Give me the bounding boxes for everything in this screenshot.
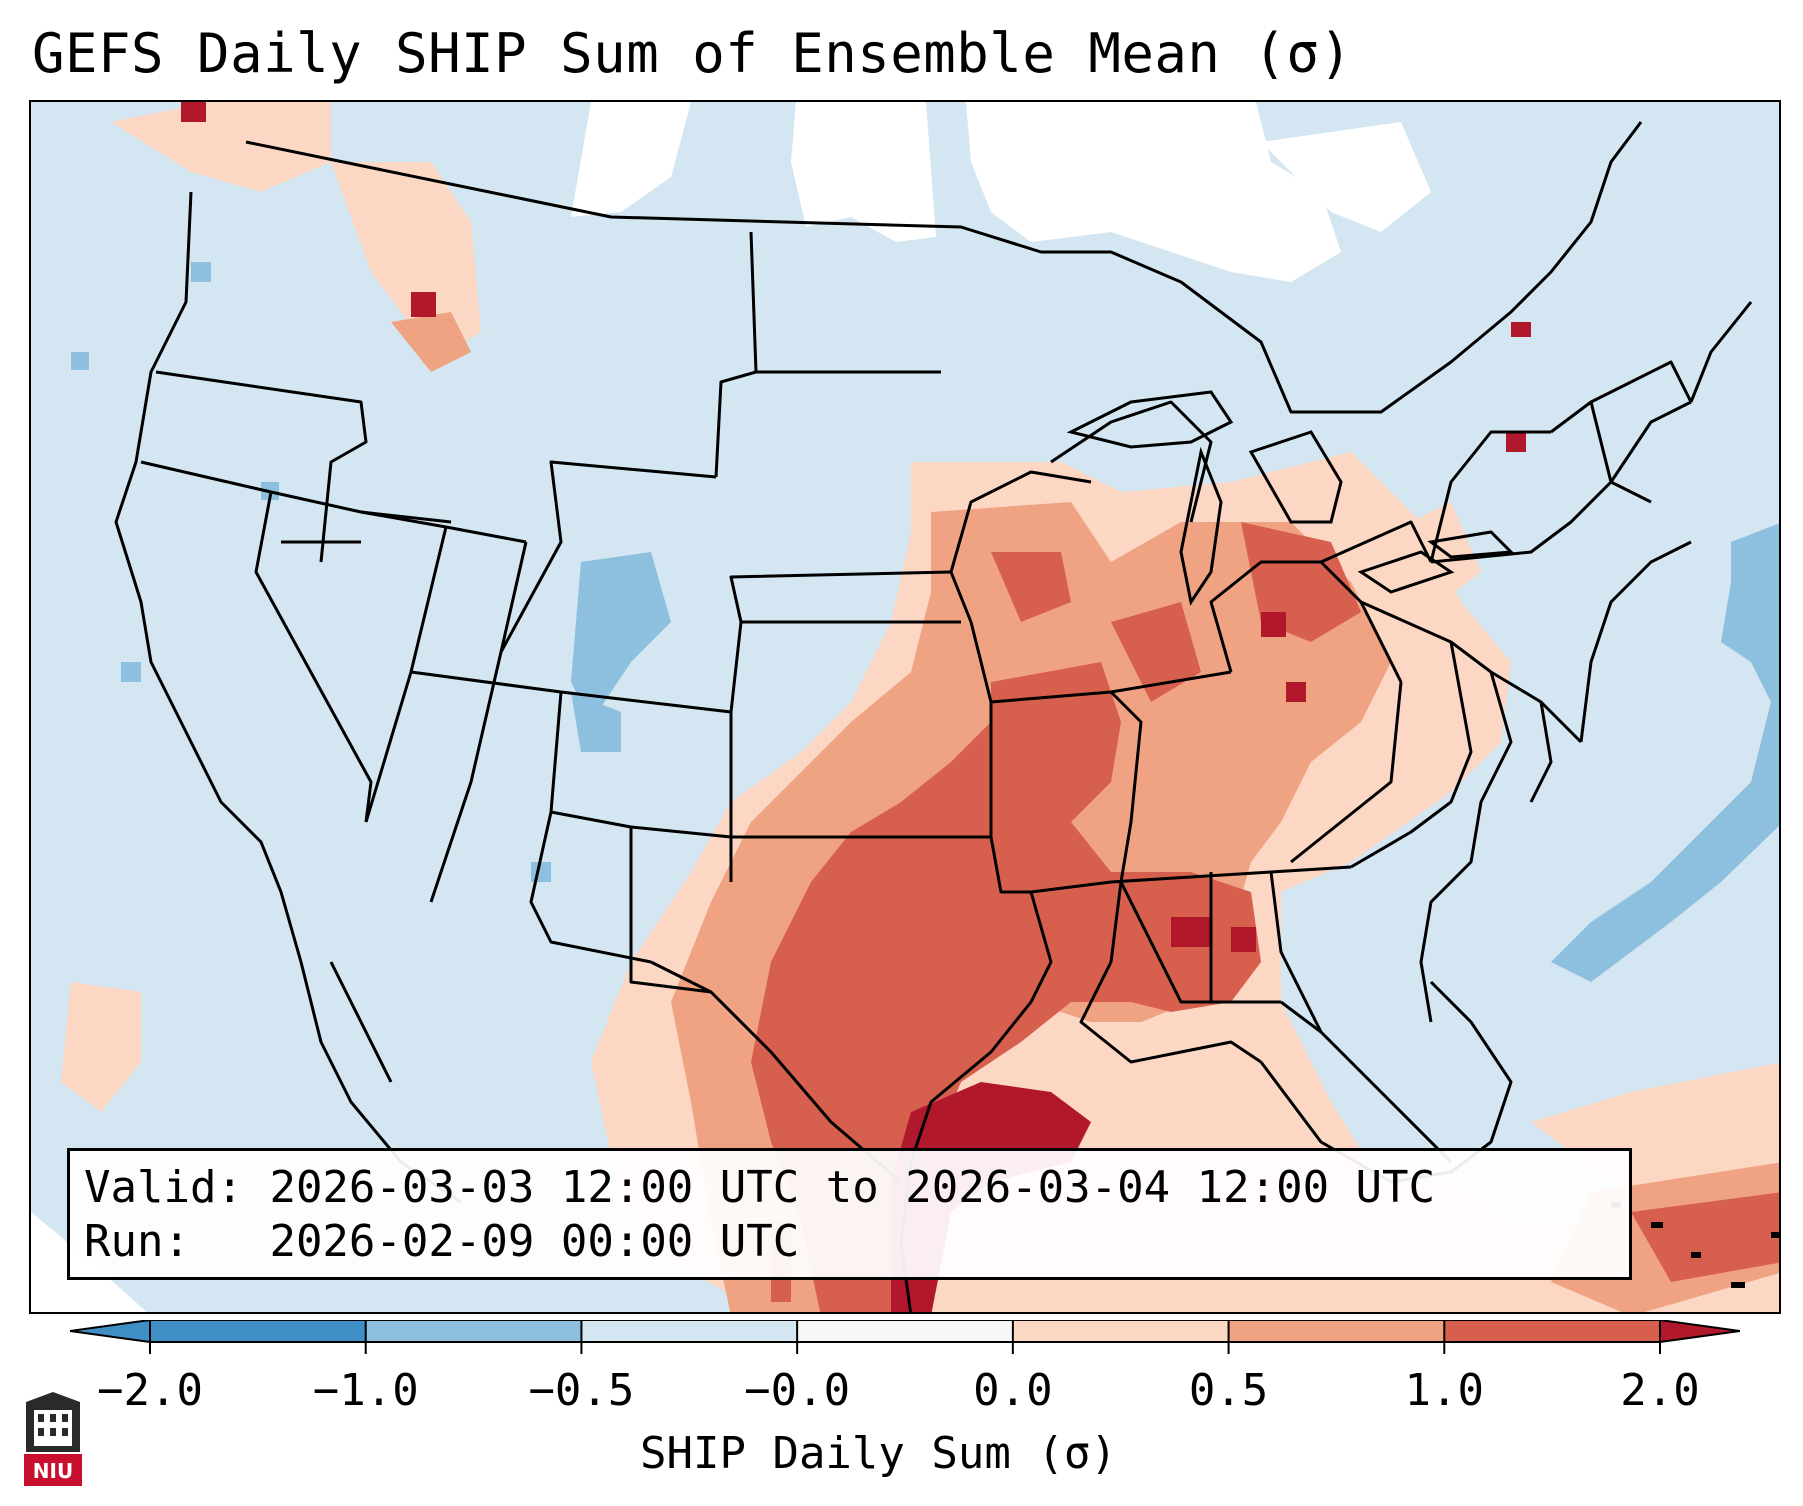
colorbar	[70, 1320, 1740, 1354]
colorbar-extend-high	[1659, 1320, 1740, 1344]
colorbar-segment	[365, 1320, 582, 1342]
colorbar-tick-label: 2.0	[1620, 1365, 1700, 1416]
colorbar-segment	[150, 1320, 367, 1342]
colorbar-tick-label: −0.5	[528, 1365, 635, 1416]
map-panel	[29, 100, 1781, 1314]
boundary-lines	[114, 121, 1753, 1312]
colorbar-segment	[1444, 1320, 1661, 1342]
run-value: 2026-02-09 00:00 UTC	[269, 1216, 800, 1267]
colorbar-tick-label: −1.0	[312, 1365, 419, 1416]
colorbar-segment	[1228, 1320, 1445, 1342]
valid-value: 2026-03-03 12:00 UTC to 2026-03-04 12:00…	[269, 1162, 1436, 1213]
valid-run-info-box: Valid: 2026-03-03 12:00 UTC to 2026-03-0…	[67, 1148, 1632, 1280]
colorbar-segment	[797, 1320, 1014, 1342]
great-lakes	[1066, 390, 1515, 606]
colorbar-tick-label: 0.5	[1188, 1365, 1269, 1416]
colorbar-tick-label: −2.0	[97, 1365, 203, 1416]
colorbar-extend-low	[70, 1320, 151, 1344]
colorbar-segment	[1012, 1320, 1230, 1342]
chart-title: GEFS Daily SHIP Sum of Ensemble Mean (σ)	[32, 22, 1353, 85]
valid-label: Valid:	[84, 1162, 243, 1213]
niu-logo: NIU	[24, 1392, 82, 1486]
colorbar-label: SHIP Daily Sum (σ)	[640, 1428, 1117, 1479]
logo-text: NIU	[33, 1459, 73, 1483]
colorbar-segments	[70, 1320, 1740, 1354]
colorbar-outline	[149, 1320, 1661, 1343]
run-label: Run:	[84, 1216, 190, 1267]
colorbar-tick-label: 1.0	[1404, 1365, 1485, 1416]
colorbar-segment	[581, 1320, 798, 1342]
map-canvas	[31, 102, 1779, 1312]
negative-anomaly-patches	[71, 262, 1779, 982]
colorbar-tick-label: −0.0	[744, 1365, 851, 1416]
colorbar-tick-label: 0.0	[973, 1365, 1053, 1416]
